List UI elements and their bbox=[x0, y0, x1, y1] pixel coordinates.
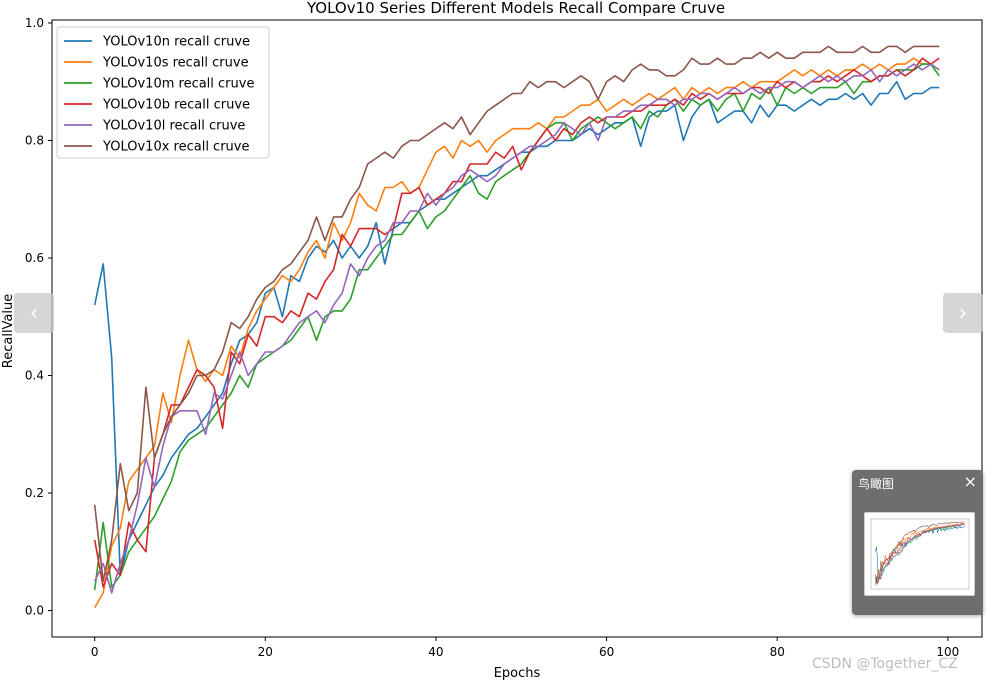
legend-label: YOLOv10n recall cruve bbox=[102, 35, 250, 50]
plot-lines bbox=[93, 45, 940, 609]
birdseye-panel: 鸟瞰图 × bbox=[852, 470, 983, 615]
birdseye-mini-chart bbox=[870, 518, 970, 590]
y-tick-label: 0.4 bbox=[25, 369, 44, 383]
mini-series-line-2 bbox=[875, 523, 965, 585]
series-line-1 bbox=[94, 57, 940, 609]
legend-box bbox=[56, 26, 270, 159]
x-tick-label: 0 bbox=[91, 645, 99, 659]
mini-series-line-3 bbox=[875, 522, 965, 584]
legend-label: YOLOv10l recall cruve bbox=[102, 119, 245, 134]
chevron-right-icon: › bbox=[958, 300, 968, 326]
legend-label: YOLOv10x recall cruve bbox=[102, 140, 250, 155]
series-line-4 bbox=[93, 63, 940, 594]
y-axis-ticks: 0.0 0.2 0.4 0.6 0.8 1.0 bbox=[25, 16, 52, 618]
y-tick-label: 1.0 bbox=[25, 16, 44, 30]
x-tick-label: 20 bbox=[258, 645, 273, 659]
chevron-left-icon: ‹ bbox=[29, 300, 39, 326]
series-line-2 bbox=[93, 63, 940, 591]
legend: YOLOv10n recall cruve YOLOv10s recall cru… bbox=[56, 26, 270, 159]
y-tick-label: 0.2 bbox=[25, 486, 44, 500]
mini-series-line-1 bbox=[875, 522, 965, 586]
birdseye-thumbnail[interactable] bbox=[864, 512, 975, 596]
legend-label: YOLOv10m recall cruve bbox=[102, 77, 254, 92]
x-axis-ticks: 0 20 40 60 80 100 bbox=[91, 637, 959, 659]
x-tick-label: 60 bbox=[599, 645, 614, 659]
next-image-button[interactable]: › bbox=[943, 293, 983, 333]
y-tick-label: 0.0 bbox=[25, 604, 44, 618]
mini-series-line-5 bbox=[875, 521, 965, 583]
birdseye-title: 鸟瞰图 bbox=[858, 477, 895, 491]
y-tick-label: 0.8 bbox=[25, 133, 44, 147]
mini-series-line-4 bbox=[875, 523, 965, 586]
x-axis-label: Epochs bbox=[494, 666, 541, 681]
series-line-5 bbox=[93, 45, 940, 583]
y-axis-label: RecallValue bbox=[1, 294, 16, 368]
close-icon[interactable]: × bbox=[963, 472, 977, 491]
x-tick-label: 100 bbox=[936, 645, 959, 659]
x-tick-label: 40 bbox=[428, 645, 443, 659]
y-tick-label: 0.6 bbox=[25, 251, 44, 265]
watermark: CSDN @Together_CZ bbox=[812, 656, 958, 672]
legend-label: YOLOv10s recall cruve bbox=[102, 56, 249, 71]
prev-image-button[interactable]: ‹ bbox=[14, 293, 54, 333]
x-tick-label: 80 bbox=[770, 645, 785, 659]
legend-label: YOLOv10b recall cruve bbox=[102, 98, 250, 113]
mini-frame bbox=[870, 518, 970, 590]
chart-title: YOLOv10 Series Different Models Recall C… bbox=[306, 0, 725, 17]
